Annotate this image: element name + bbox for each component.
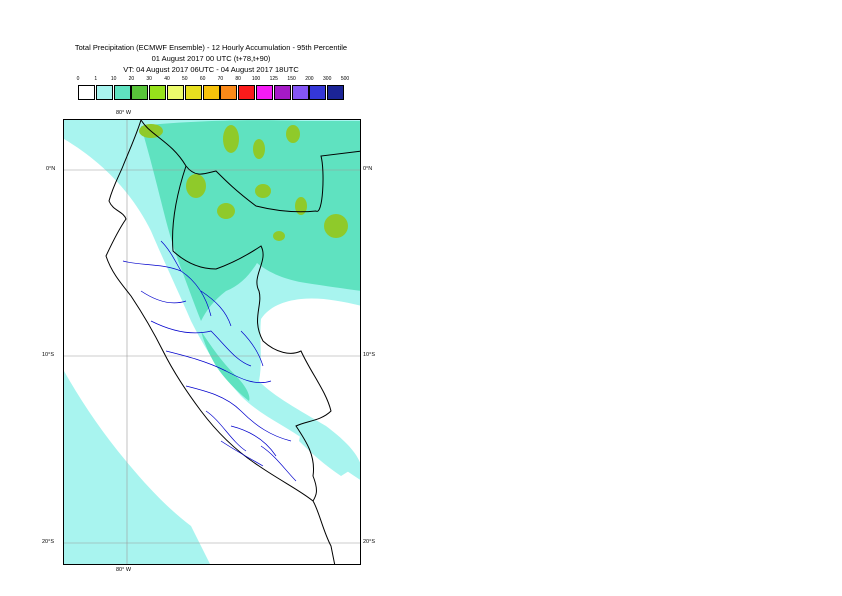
legend-color-box <box>327 85 345 100</box>
map-canvas <box>64 120 360 564</box>
legend-value: 500 <box>340 76 350 82</box>
legend-color-box <box>220 85 238 100</box>
legend-color-box <box>167 85 184 100</box>
legend-value: 100 <box>251 76 261 82</box>
chart-title: Total Precipitation (ECMWF Ensemble) - 1… <box>74 43 348 52</box>
legend-value: 150 <box>287 76 296 82</box>
legend-value: 20 <box>128 76 135 82</box>
legend-color-box <box>291 85 309 100</box>
legend-color-box <box>78 85 95 100</box>
lon-label-top: 80° W <box>116 110 132 116</box>
admin-boundaries <box>122 240 297 482</box>
valid-time: VT: 04 August 2017 06UTC - 04 August 201… <box>123 65 299 74</box>
legend-value: 1 <box>94 76 98 82</box>
legend-value: 0 <box>76 76 80 82</box>
legend-color-box <box>273 85 291 100</box>
lat-label-20s-left: 20°S <box>42 539 54 545</box>
legend-value: 200 <box>305 76 314 82</box>
legend-value: 80 <box>235 76 241 82</box>
base-time: 01 August 2017 00 UTC (t+78,t+90) <box>151 54 271 63</box>
coastline <box>105 120 360 564</box>
lon-label-bottom: 80° W <box>116 567 132 573</box>
legend-value: 10 <box>110 76 117 82</box>
legend-color-box <box>184 85 202 100</box>
legend-color-box <box>202 85 220 100</box>
lat-label-10s-left: 10°S <box>42 352 54 358</box>
legend-value: 70 <box>217 76 224 82</box>
legend-color-box <box>113 85 131 100</box>
legend-color-box <box>256 85 273 100</box>
legend-value: 50 <box>182 76 188 82</box>
legend-color-box <box>149 85 167 100</box>
precipitation-map <box>63 119 361 565</box>
legend-color-box <box>95 85 113 100</box>
lat-label-20s-right: 20°S <box>363 539 375 545</box>
medium-precip-area <box>141 120 360 401</box>
lat-lon-grid <box>64 120 360 564</box>
legend-color-box <box>309 85 327 100</box>
legend-value: 300 <box>323 76 332 82</box>
legend-value: 60 <box>199 76 206 82</box>
lat-label-0-left: 0°N <box>46 166 56 172</box>
lat-label-10s-right: 10°S <box>363 352 375 358</box>
legend-value: 30 <box>146 76 152 82</box>
lat-label-0-right: 0°N <box>363 166 373 172</box>
legend-color-box <box>238 85 256 100</box>
legend-color-box <box>131 85 149 100</box>
legend-value: 125 <box>269 76 278 82</box>
legend-value: 40 <box>164 76 170 82</box>
